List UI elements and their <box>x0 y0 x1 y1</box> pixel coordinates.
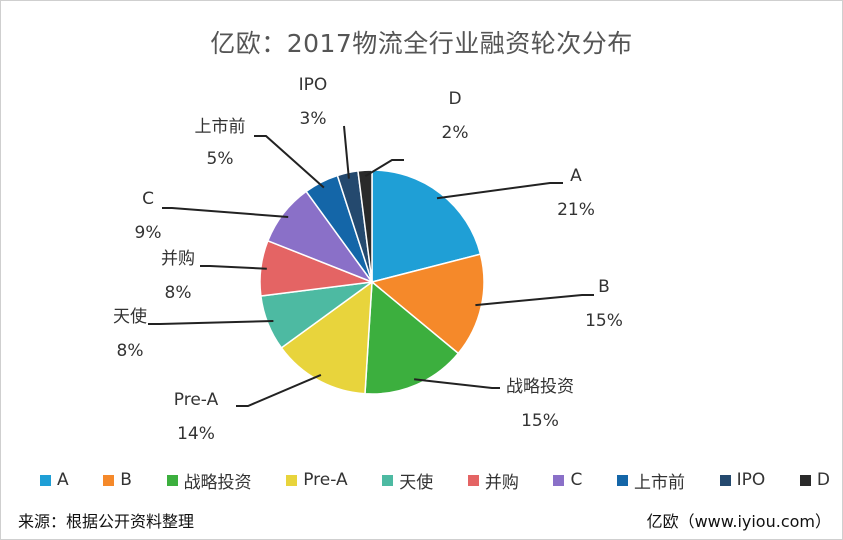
legend-item-6: C <box>553 470 582 490</box>
legend-label: 上市前 <box>633 472 685 493</box>
slice-label-6: C <box>142 189 154 209</box>
legend-label: 天使 <box>399 472 434 493</box>
legend-swatch-icon <box>103 474 115 486</box>
credit-note: 亿欧（www.iyiou.com） <box>646 512 831 531</box>
legend-swatch-icon <box>286 474 298 486</box>
legend-item-1: B <box>103 470 132 490</box>
chart-legend: A B 战略投资 Pre-A 天使 并购 C 上市前 IPO D <box>40 468 830 493</box>
legend-label: B <box>120 470 132 490</box>
leader-line-9 <box>364 159 404 178</box>
pie-slice-0 <box>371 169 482 283</box>
legend-label: D <box>816 470 830 490</box>
slice-percent-2: 15% <box>521 411 559 431</box>
legend-item-0: A <box>40 470 69 490</box>
legend-swatch-icon <box>166 474 178 486</box>
slice-label-8: IPO <box>299 75 328 95</box>
pie-slice-1 <box>370 253 485 355</box>
legend-swatch-icon <box>719 474 731 486</box>
slice-percent-0: 21% <box>557 200 595 220</box>
leader-line-7 <box>254 135 325 189</box>
leader-line-6 <box>162 207 289 218</box>
legend-label: 战略投资 <box>183 472 252 493</box>
slice-label-2: 战略投资 <box>506 377 574 397</box>
pie-slice-9 <box>357 169 373 283</box>
slice-label-4: 天使 <box>113 306 147 327</box>
slice-percent-7: 5% <box>207 149 234 169</box>
slice-label-3: Pre-A <box>174 390 219 410</box>
leader-line-1 <box>475 294 594 307</box>
legend-swatch-icon <box>553 474 565 486</box>
legend-label: Pre-A <box>303 470 348 490</box>
legend-item-8: IPO <box>719 470 766 490</box>
leader-line-3 <box>236 373 322 407</box>
slice-percent-9: 2% <box>442 123 469 143</box>
leader-line-4 <box>148 320 274 325</box>
legend-swatch-icon <box>467 474 479 486</box>
legend-swatch-icon <box>799 474 811 486</box>
leader-line-5 <box>200 265 267 270</box>
chart-title: 亿欧：2017物流全行业融资轮次分布 <box>210 29 633 58</box>
slice-label-5: 并购 <box>161 249 195 269</box>
legend-swatch-icon <box>40 474 51 486</box>
legend-item-5: 并购 <box>467 468 519 493</box>
legend-label: 并购 <box>484 472 519 493</box>
legend-swatch-icon <box>382 474 394 486</box>
leader-line-0 <box>436 182 563 200</box>
source-note: 来源：根据公开资料整理 <box>18 512 195 531</box>
legend-label: IPO <box>736 470 766 490</box>
leader-line-8 <box>343 125 350 179</box>
legend-label: A <box>57 470 69 490</box>
slice-percent-6: 9% <box>135 223 162 243</box>
legend-item-9: D <box>799 470 830 490</box>
slice-percent-8: 3% <box>300 109 327 129</box>
legend-swatch-icon <box>616 474 628 486</box>
legend-item-3: Pre-A <box>286 470 348 490</box>
legend-item-7: 上市前 <box>616 468 685 493</box>
slice-label-7: 上市前 <box>195 117 246 137</box>
slice-label-1: B <box>598 277 610 297</box>
slice-label-0: A <box>570 166 582 186</box>
slice-percent-4: 8% <box>117 341 144 361</box>
legend-item-4: 天使 <box>382 468 433 493</box>
slice-label-9: D <box>448 89 461 109</box>
slice-percent-1: 15% <box>585 311 623 331</box>
pie-slice-2 <box>364 280 460 395</box>
slice-percent-3: 14% <box>177 424 215 444</box>
pie-slice-3 <box>280 280 373 395</box>
leader-line-2 <box>413 378 500 389</box>
slice-percent-5: 8% <box>165 283 192 303</box>
legend-label: C <box>570 470 583 490</box>
legend-item-2: 战略投资 <box>166 468 252 493</box>
